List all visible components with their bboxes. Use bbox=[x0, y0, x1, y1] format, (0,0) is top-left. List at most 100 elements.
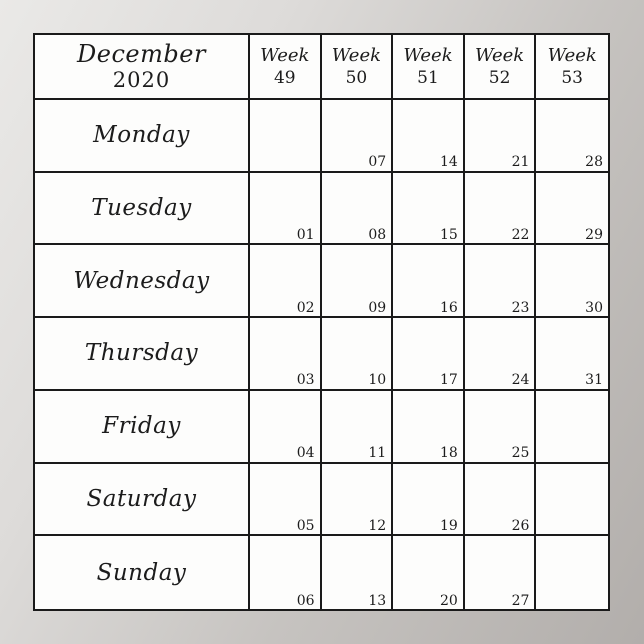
date-cell: 19 bbox=[393, 463, 465, 537]
date-cell: 21 bbox=[464, 100, 537, 173]
date-cell: 24 bbox=[464, 318, 537, 391]
day-label: Monday bbox=[93, 122, 190, 149]
date-number: 08 bbox=[368, 227, 387, 244]
day-row-saturday: Saturday bbox=[35, 463, 250, 537]
date-number: 31 bbox=[585, 372, 603, 389]
week-word: Week bbox=[403, 44, 453, 66]
date-cell: 31 bbox=[536, 318, 608, 391]
day-row-monday: Monday bbox=[35, 100, 250, 173]
date-cell: 26 bbox=[464, 463, 537, 537]
date-number: 01 bbox=[296, 227, 315, 244]
date-cell: 08 bbox=[321, 172, 394, 246]
date-cell: 03 bbox=[250, 318, 322, 391]
date-cell bbox=[536, 536, 608, 609]
day-label: Wednesday bbox=[73, 267, 210, 294]
week-word: Week bbox=[260, 44, 310, 66]
date-number: 07 bbox=[368, 154, 387, 171]
date-number: 13 bbox=[368, 592, 387, 609]
date-number: 21 bbox=[511, 154, 530, 171]
date-cell: 22 bbox=[464, 172, 537, 246]
year-label: 2020 bbox=[112, 68, 171, 93]
week-word: Week bbox=[331, 44, 382, 66]
date-cell bbox=[536, 391, 608, 464]
date-number: 19 bbox=[439, 517, 458, 534]
date-cell: 27 bbox=[465, 536, 537, 609]
day-row-friday: Friday bbox=[35, 390, 250, 464]
date-cell: 20 bbox=[393, 536, 465, 609]
date-number: 23 bbox=[511, 299, 530, 316]
day-label: Sunday bbox=[96, 559, 187, 586]
date-cell: 28 bbox=[536, 100, 608, 173]
month-header-cell: December 2020 bbox=[35, 35, 250, 100]
date-number: 14 bbox=[439, 154, 458, 171]
date-number: 20 bbox=[439, 592, 458, 609]
date-number: 28 bbox=[585, 154, 603, 171]
day-label: Friday bbox=[102, 413, 181, 440]
date-cell: 30 bbox=[536, 245, 608, 319]
date-number: 22 bbox=[511, 227, 530, 244]
week-number: 49 bbox=[273, 68, 296, 89]
date-number: 30 bbox=[585, 299, 603, 316]
week-header-53: Week 53 bbox=[536, 35, 608, 100]
date-cell: 09 bbox=[321, 245, 394, 319]
date-cell: 17 bbox=[393, 318, 465, 391]
calendar-grid: December 2020 Week 49 Week 50 Week 51 We… bbox=[33, 33, 610, 611]
date-number: 09 bbox=[368, 299, 387, 316]
week-header-50: Week 50 bbox=[321, 35, 394, 100]
week-header-49: Week 49 bbox=[250, 35, 322, 100]
date-cell: 05 bbox=[250, 463, 322, 537]
date-number: 17 bbox=[439, 372, 458, 389]
date-cell bbox=[250, 100, 322, 173]
date-cell: 14 bbox=[393, 100, 465, 173]
date-cell: 11 bbox=[321, 390, 394, 464]
date-cell: 13 bbox=[322, 536, 394, 609]
day-row-wednesday: Wednesday bbox=[35, 245, 250, 319]
week-number: 50 bbox=[345, 68, 368, 89]
day-label: Saturday bbox=[86, 485, 197, 512]
date-number: 10 bbox=[368, 372, 387, 389]
date-number: 12 bbox=[368, 517, 387, 534]
date-number: 25 bbox=[511, 445, 530, 462]
date-cell: 25 bbox=[464, 390, 537, 464]
date-number: 24 bbox=[511, 372, 530, 389]
week-number: 52 bbox=[488, 68, 511, 89]
date-number: 29 bbox=[585, 227, 603, 244]
date-number: 15 bbox=[439, 227, 458, 244]
date-cell: 01 bbox=[250, 172, 322, 246]
date-cell: 04 bbox=[250, 390, 322, 464]
date-cell: 06 bbox=[250, 536, 322, 609]
week-word: Week bbox=[474, 44, 525, 66]
day-label: Thursday bbox=[84, 340, 199, 367]
date-cell: 23 bbox=[464, 245, 537, 319]
date-number: 27 bbox=[511, 592, 530, 609]
date-number: 03 bbox=[296, 372, 315, 389]
day-label: Tuesday bbox=[91, 195, 192, 222]
date-cell: 29 bbox=[536, 173, 608, 246]
day-row-sunday: Sunday bbox=[35, 536, 250, 609]
date-number: 06 bbox=[296, 592, 315, 609]
week-header-52: Week 52 bbox=[464, 35, 537, 100]
date-cell: 16 bbox=[393, 245, 465, 319]
date-cell: 02 bbox=[250, 245, 322, 319]
week-word: Week bbox=[547, 44, 597, 66]
date-cell: 07 bbox=[321, 100, 394, 173]
month-label: December bbox=[77, 39, 206, 68]
week-header-51: Week 51 bbox=[393, 35, 465, 100]
week-number: 53 bbox=[561, 68, 583, 89]
date-cell bbox=[536, 464, 608, 537]
day-row-thursday: Thursday bbox=[35, 318, 250, 391]
week-number: 51 bbox=[417, 68, 439, 89]
date-number: 02 bbox=[296, 299, 315, 316]
date-cell: 15 bbox=[393, 172, 465, 246]
day-row-tuesday: Tuesday bbox=[35, 172, 250, 246]
date-number: 11 bbox=[368, 445, 387, 462]
date-number: 05 bbox=[296, 517, 315, 534]
date-number: 26 bbox=[511, 517, 530, 534]
date-cell: 10 bbox=[321, 318, 394, 391]
date-cell: 12 bbox=[321, 463, 394, 537]
date-cell: 18 bbox=[393, 390, 465, 464]
date-number: 18 bbox=[439, 445, 458, 462]
date-number: 04 bbox=[296, 445, 315, 462]
date-number: 16 bbox=[439, 299, 458, 316]
